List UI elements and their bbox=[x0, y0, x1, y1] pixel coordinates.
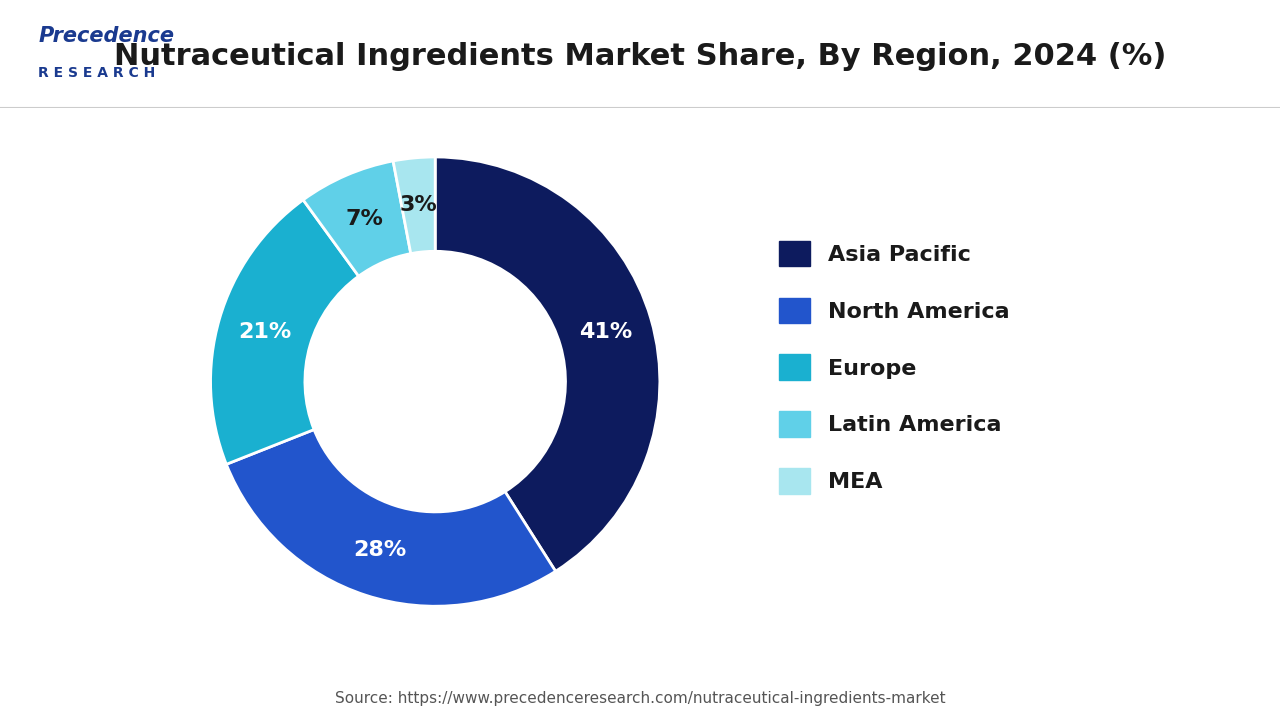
Legend: Asia Pacific, North America, Europe, Latin America, MEA: Asia Pacific, North America, Europe, Lat… bbox=[780, 240, 1010, 494]
Text: R E S E A R C H: R E S E A R C H bbox=[38, 66, 156, 80]
Text: Nutraceutical Ingredients Market Share, By Region, 2024 (%): Nutraceutical Ingredients Market Share, … bbox=[114, 42, 1166, 71]
Wedge shape bbox=[303, 161, 411, 276]
Wedge shape bbox=[211, 200, 358, 464]
Text: Source: https://www.precedenceresearch.com/nutraceutical-ingredients-market: Source: https://www.precedenceresearch.c… bbox=[334, 690, 946, 706]
Text: 28%: 28% bbox=[353, 541, 407, 560]
Text: 41%: 41% bbox=[579, 322, 632, 342]
Wedge shape bbox=[435, 157, 659, 571]
Text: 3%: 3% bbox=[399, 195, 438, 215]
Text: 7%: 7% bbox=[346, 209, 384, 229]
Wedge shape bbox=[393, 157, 435, 253]
Text: 21%: 21% bbox=[238, 322, 292, 342]
Wedge shape bbox=[227, 430, 556, 606]
Text: Precedence: Precedence bbox=[38, 26, 174, 45]
